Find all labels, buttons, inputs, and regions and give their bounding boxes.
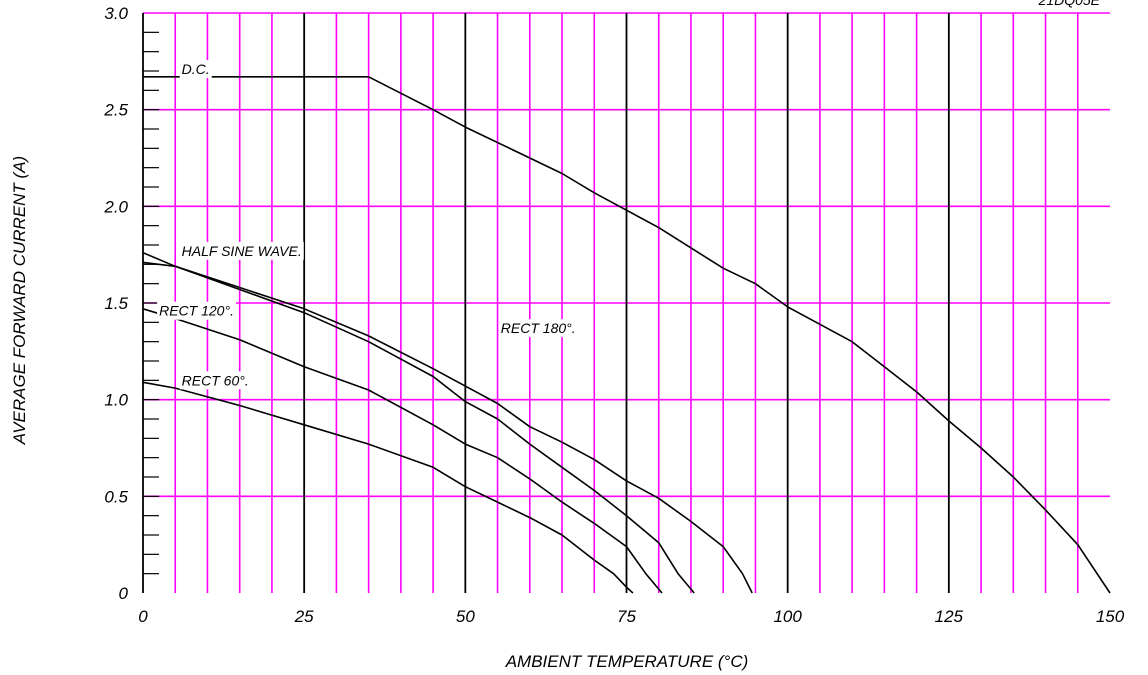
- series-line-0: [143, 76, 1111, 594]
- curve-label-background: [179, 241, 304, 260]
- curve-label-background: [179, 371, 251, 390]
- series-line-3: [142, 308, 663, 594]
- series-line-4: [142, 381, 634, 594]
- curve-label-background: [157, 301, 236, 320]
- y-tick-label: 2.0: [103, 197, 128, 216]
- y-tick-label: 0.5: [104, 487, 128, 506]
- curve-label: HALF SINE WAVE.: [182, 243, 302, 259]
- curves: [142, 76, 1111, 594]
- y-tick-label: 1.0: [104, 391, 128, 410]
- series-line-1: [142, 251, 753, 594]
- x-tick-label: 75: [617, 607, 636, 626]
- x-tick-label: 125: [935, 607, 964, 626]
- curve-label: RECT 120°.: [159, 303, 234, 319]
- tick-labels: 0 25 50 75 100 125 150 0 0.5 1.0 1.5 2.0 2.5 3.0: [103, 4, 1124, 626]
- y-tick-label: 1.5: [104, 294, 128, 313]
- x-tick-label: 0: [138, 607, 148, 626]
- curve-labels: D.C. HALF SINE WAVE. RECT 120°. RECT 180°. R…: [157, 60, 578, 390]
- curve-label-background: [179, 60, 212, 79]
- part-number: 21DQ05E: [1038, 0, 1101, 8]
- curve-label: RECT 180°.: [501, 320, 576, 336]
- y-tick-label: 3.0: [104, 4, 128, 23]
- major-gridlines: [303, 13, 950, 593]
- curve-label: D.C.: [182, 61, 210, 77]
- curve-label-background: [498, 319, 578, 338]
- x-tick-label: 50: [456, 607, 475, 626]
- y-axis: [142, 13, 159, 593]
- x-tick-label: 25: [294, 607, 314, 626]
- y-tick-label: 0: [119, 584, 129, 603]
- x-axis-title: AMBIENT TEMPERATURE (°C): [505, 652, 749, 671]
- curve-label: RECT 60°.: [182, 372, 249, 388]
- y-axis-title: AVERAGE FORWARD CURRENT (A): [10, 156, 29, 445]
- x-tick-label: 100: [773, 607, 802, 626]
- series-line-2: [142, 261, 695, 594]
- x-tick-label: 150: [1096, 607, 1125, 626]
- y-tick-label: 2.5: [103, 101, 128, 120]
